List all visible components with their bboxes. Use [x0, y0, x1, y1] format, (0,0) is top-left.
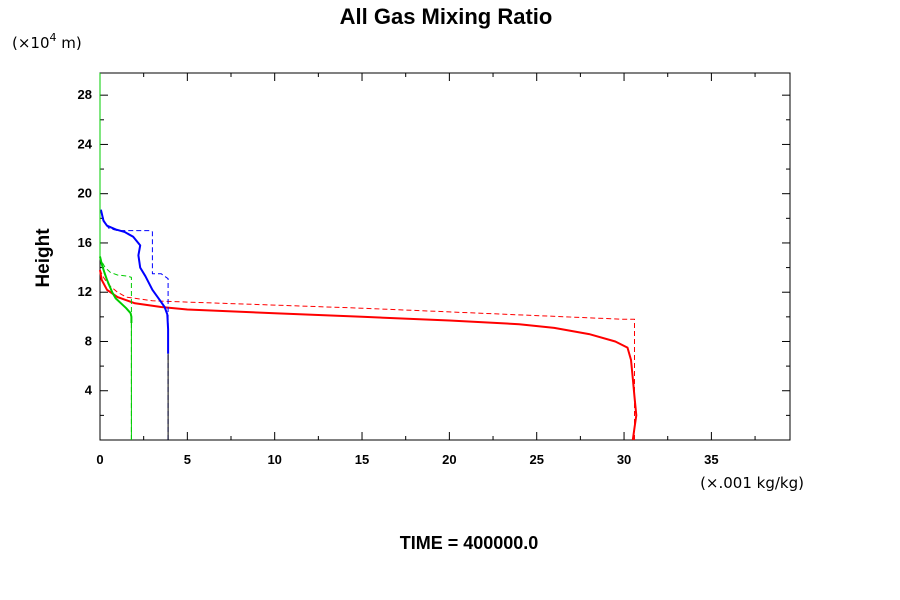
y-tick-label: 28 [78, 87, 92, 102]
x-axis-unit: (×.001 kg/kg) [700, 474, 804, 492]
x-tick-label: 35 [704, 452, 718, 467]
series-line-5 [99, 256, 133, 323]
x-tick-label: 10 [267, 452, 281, 467]
plot-area: 0 5 10 15 20 25 30 35 4 8 12 16 20 24 28 [78, 72, 791, 467]
chart-title: All Gas Mixing Ratio [340, 4, 553, 29]
y-tick-label: 4 [85, 383, 93, 398]
x-tick-label: 15 [355, 452, 369, 467]
x-tick-label: 5 [184, 452, 191, 467]
x-tick-label: 0 [96, 452, 103, 467]
y-tick-label: 16 [78, 235, 92, 250]
y-axis-label: Height [33, 228, 54, 288]
time-label: TIME = 400000.0 [400, 533, 539, 553]
y-tick-label: 12 [78, 284, 92, 299]
y-tick-label: 8 [85, 333, 92, 348]
series-line-1 [99, 269, 635, 440]
x-tick-label: 25 [529, 452, 543, 467]
plot-frame [99, 72, 791, 441]
y-axis-unit: (×104 m) [12, 31, 82, 52]
x-tick-label: 30 [617, 452, 631, 467]
series-line-0 [99, 269, 638, 441]
x-tick-label: 20 [442, 452, 456, 467]
series-line-7 [99, 256, 132, 440]
series-line-3 [100, 209, 169, 440]
y-tick-label: 24 [78, 136, 93, 151]
y-tick-label: 20 [78, 186, 92, 201]
series-line-2 [99, 209, 170, 354]
